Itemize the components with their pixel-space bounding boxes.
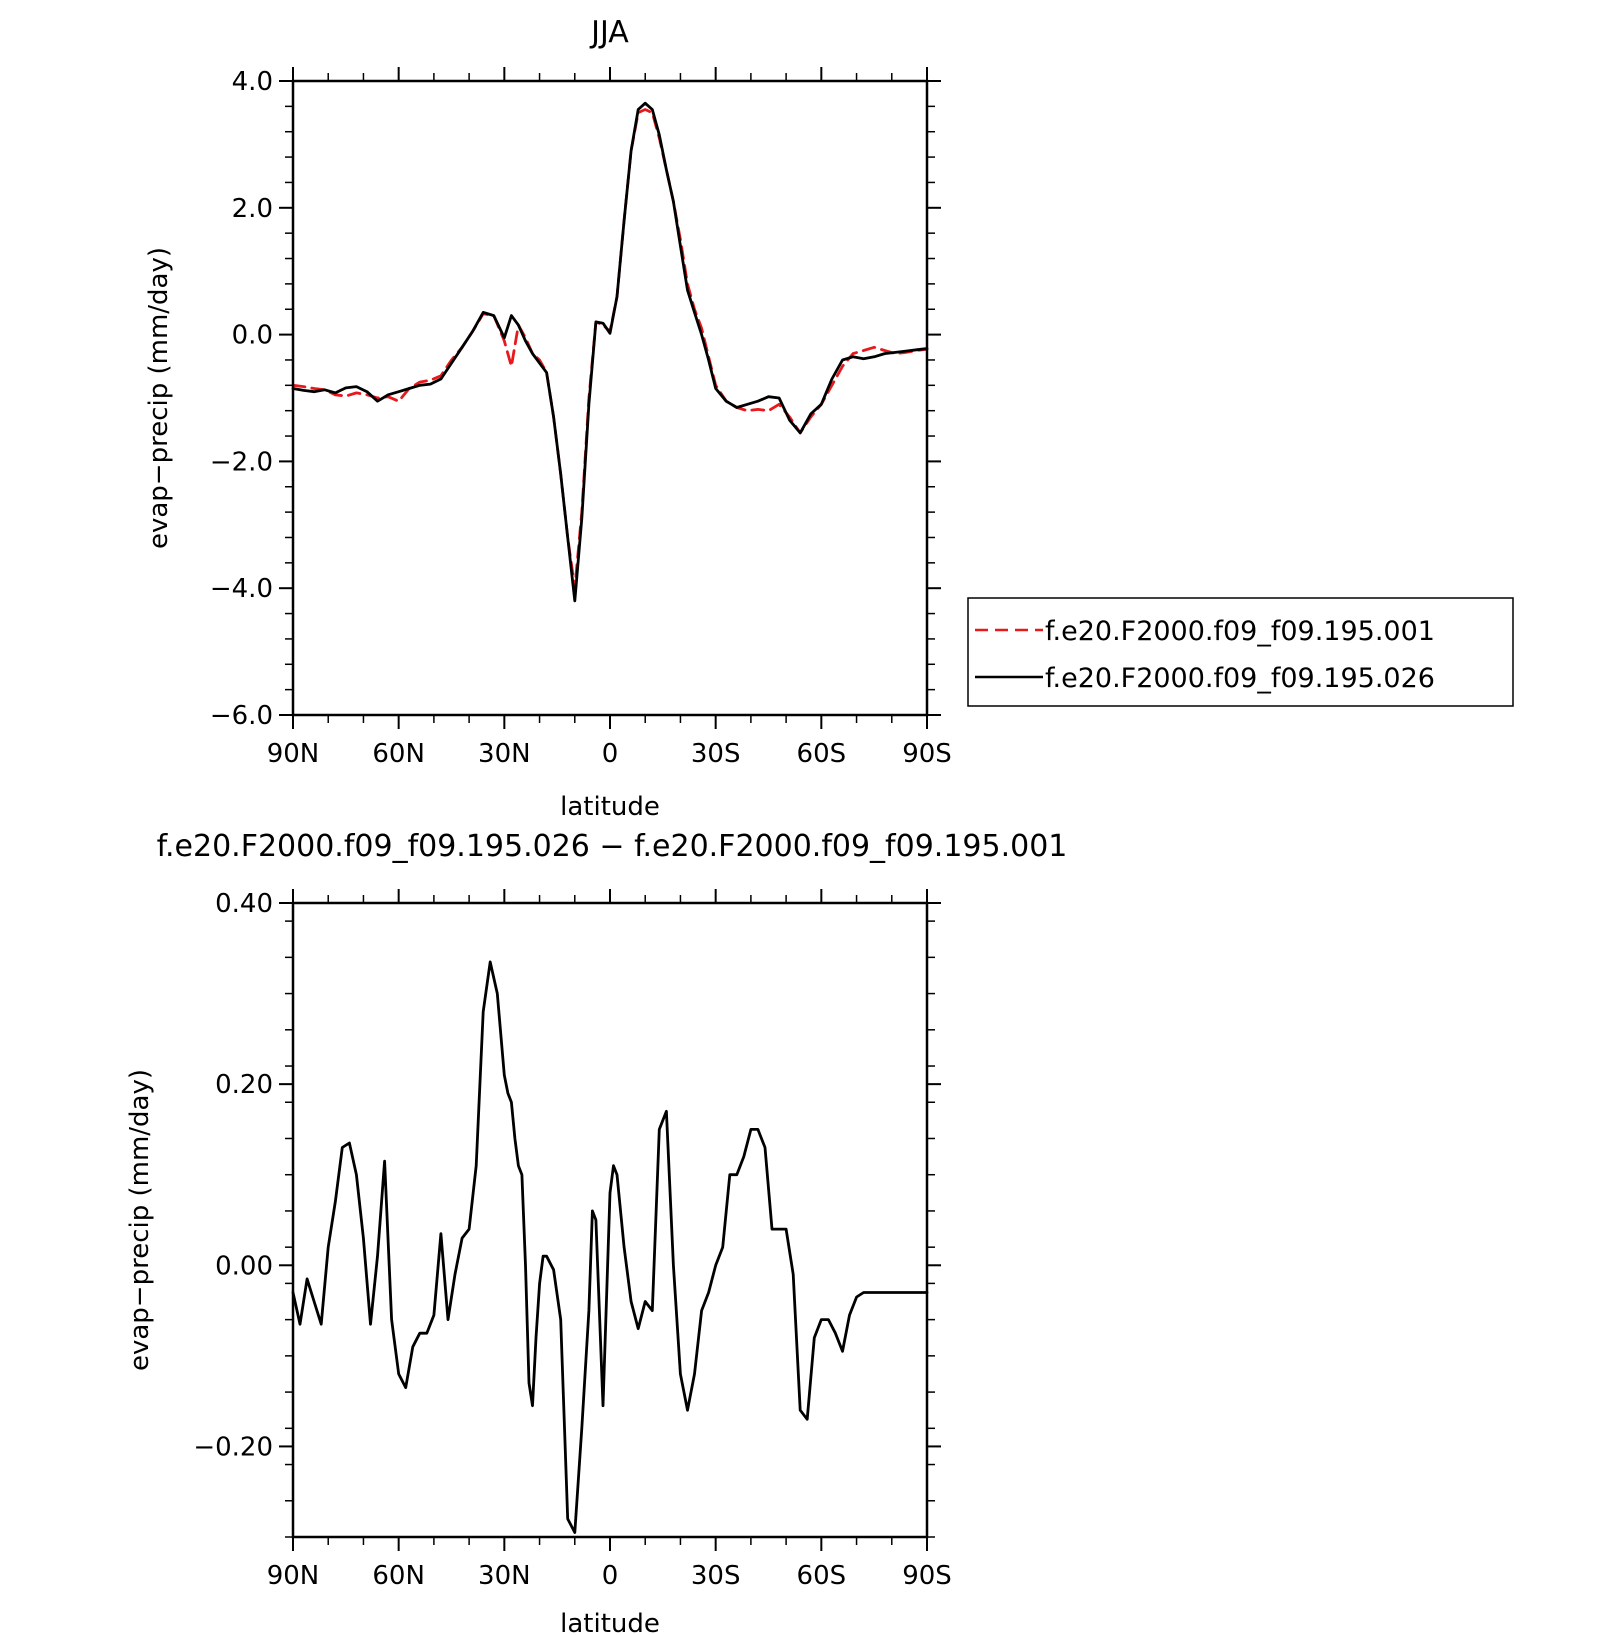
top-series-line-2 — [291, 101, 929, 603]
top-x-axis-label: latitude — [560, 792, 660, 822]
top-panel-title: JJA — [589, 15, 629, 50]
bottom-y-tick-label: 0.00 — [215, 1251, 273, 1281]
bottom-series-line-1 — [291, 960, 929, 1534]
bottom-panel-title: f.e20.F2000.f09_f09.195.026 − f.e20.F200… — [157, 829, 1068, 864]
top-series-group — [291, 101, 929, 603]
top-x-tick-label: 90N — [267, 739, 320, 769]
bottom-x-tick-label: 60S — [797, 1561, 847, 1591]
legend-label-series-1: f.e20.F2000.f09_f09.195.001 — [1045, 616, 1435, 647]
bottom-y-tick-label: 0.40 — [215, 889, 273, 919]
bottom-series-group — [291, 960, 929, 1534]
bottom-ticks-group: 0.40 0.20 0.00 −0.20 90N 60N 30N 0 30S 60S 90S — [193, 889, 952, 1591]
top-panel: JJA 4.0 2.0 0.0 −2.0 −4.0 −6.0 90N 60N 30N 0 30S 60… — [144, 15, 1514, 822]
top-y-tick-label: 2.0 — [232, 194, 273, 224]
bottom-panel: f.e20.F2000.f09_f09.195.026 − f.e20.F200… — [125, 829, 1067, 1635]
top-x-tick-label: 60S — [797, 739, 847, 769]
legend-box — [967, 597, 1514, 707]
bottom-x-tick-label: 30S — [691, 1561, 741, 1591]
legend-label-series-2: f.e20.F2000.f09_f09.195.026 — [1045, 663, 1435, 694]
bottom-y-axis-label: evap−precip (mm/day) — [125, 1069, 155, 1371]
top-y-tick-label: −6.0 — [210, 701, 273, 731]
bottom-x-tick-label: 60N — [372, 1561, 425, 1591]
top-x-tick-label: 30N — [478, 739, 531, 769]
legend: f.e20.F2000.f09_f09.195.001 f.e20.F2000.… — [967, 597, 1514, 707]
bottom-y-tick-label: −0.20 — [193, 1432, 273, 1462]
bottom-x-axis-label: latitude — [560, 1609, 660, 1635]
top-y-tick-label: 0.0 — [232, 321, 273, 351]
bottom-plot-frame — [291, 901, 929, 1539]
top-y-axis-label: evap−precip (mm/day) — [144, 247, 174, 549]
top-plot-frame — [291, 79, 929, 717]
top-y-tick-label: 4.0 — [232, 67, 273, 97]
top-x-tick-label: 30S — [691, 739, 741, 769]
top-y-tick-label: −4.0 — [210, 574, 273, 604]
bottom-x-tick-label: 30N — [478, 1561, 531, 1591]
top-y-tick-label: −2.0 — [210, 447, 273, 477]
top-ticks-group: 4.0 2.0 0.0 −2.0 −4.0 −6.0 90N 60N 30N 0 30S 60S 90S — [210, 67, 952, 769]
top-x-tick-label: 90S — [902, 739, 952, 769]
bottom-x-tick-label: 90N — [267, 1561, 320, 1591]
top-x-tick-label: 0 — [602, 739, 619, 769]
bottom-x-tick-label: 90S — [902, 1561, 952, 1591]
top-x-tick-label: 60N — [372, 739, 425, 769]
bottom-x-tick-label: 0 — [602, 1561, 619, 1591]
bottom-y-tick-label: 0.20 — [215, 1070, 273, 1100]
